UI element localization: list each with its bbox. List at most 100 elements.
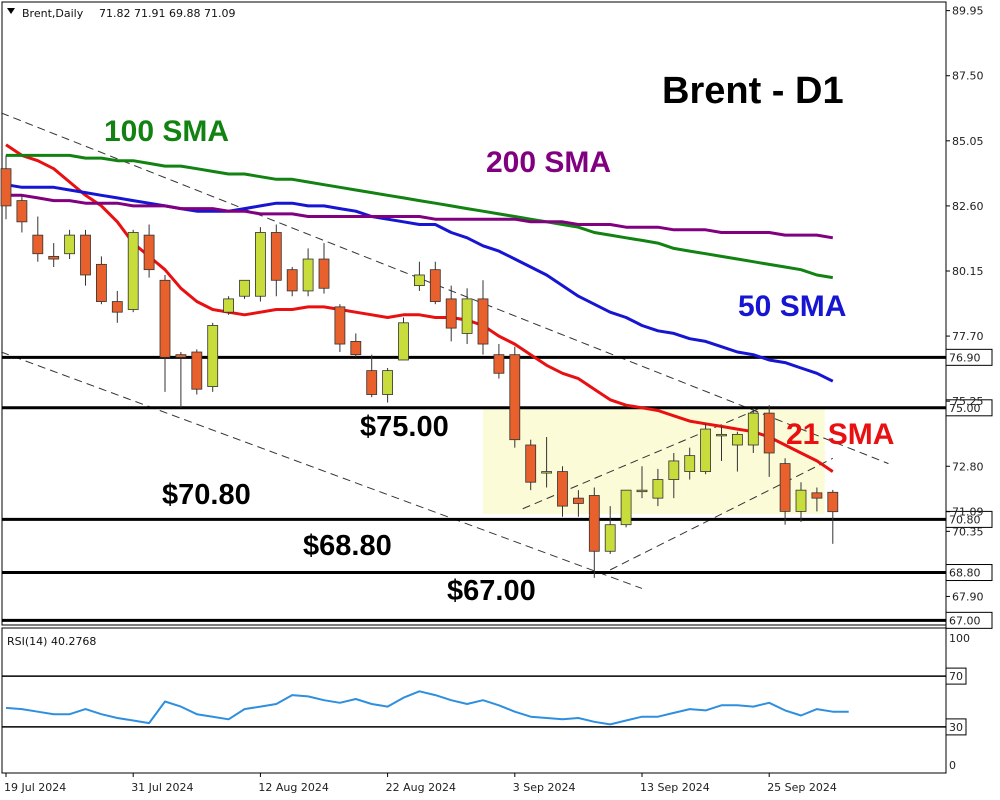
price-tick-label: 77.70: [952, 330, 984, 343]
candle-body: [159, 279, 171, 358]
candle-body: [334, 306, 346, 345]
candle-body: [573, 497, 584, 504]
price-tick-label: 87.50: [952, 70, 984, 83]
date-tick-label: 13 Sep 2024: [640, 781, 710, 794]
candle-body: [429, 269, 441, 302]
ohlc-readout: 71.82 71.91 69.88 71.09: [99, 7, 235, 20]
level-price-label: 67.00: [949, 614, 981, 627]
sma-line: [5, 183, 834, 383]
trend-line: [609, 457, 834, 571]
level-price-tag: [945, 564, 993, 582]
candle-body: [684, 455, 696, 472]
rsi-tick-label: 0: [949, 759, 956, 772]
candle-body: [0, 168, 12, 207]
candle-body: [302, 258, 314, 292]
price-tick-label: 85.05: [952, 135, 984, 148]
candle-body: [350, 340, 362, 356]
rsi-level-tag: [945, 718, 967, 736]
candle-body: [795, 489, 807, 512]
level-price-tag: [945, 510, 993, 528]
trend-line: [1, 112, 889, 465]
candle-body: [445, 298, 457, 329]
candle-body: [16, 200, 28, 223]
candle-body: [652, 479, 664, 499]
candle-body: [700, 428, 711, 472]
candle-body: [588, 495, 600, 552]
candle-body: [127, 232, 139, 310]
symbol-label: Brent,Daily: [22, 7, 84, 20]
level-price-label: 76.90: [949, 351, 981, 364]
candle-body: [270, 232, 282, 281]
candle-body: [747, 412, 759, 446]
candle-body: [143, 234, 155, 271]
level-price-label: 68.80: [949, 567, 981, 580]
price-tick-label: 67.90: [952, 590, 984, 603]
price-tick-label: 71.09: [952, 506, 984, 519]
rsi-level-tag: [945, 667, 967, 685]
candle-body: [223, 298, 235, 313]
candle-body: [636, 489, 648, 493]
candle-body: [620, 489, 632, 526]
sma21-label: 21 SMA: [786, 418, 894, 451]
level-price-tag: [945, 611, 993, 629]
date-tick-label: 31 Jul 2024: [131, 781, 193, 794]
candle-body: [318, 258, 330, 289]
price-tick-label: 75.25: [952, 395, 984, 408]
candle-body: [366, 370, 378, 395]
candle-body: [604, 524, 616, 552]
chart-title: Brent - D1: [662, 70, 844, 112]
price-tick-label: 89.95: [952, 5, 984, 18]
candle-body: [716, 433, 727, 437]
date-tick-label: 12 Aug 2024: [258, 781, 328, 794]
candle-body: [207, 325, 219, 387]
candle-body: [763, 412, 775, 454]
candle-body: [811, 492, 823, 499]
level-price-label: 70.80: [949, 513, 981, 526]
price-tick-label: 72.80: [952, 460, 984, 473]
candle-body: [111, 301, 123, 313]
candle-body: [779, 463, 791, 512]
candle-body: [525, 444, 537, 483]
candle-body: [286, 269, 298, 292]
candle-body: [254, 232, 266, 297]
candle-body: [32, 234, 44, 255]
rsi-tick-label: 30: [949, 721, 963, 734]
level-price-tag: [945, 399, 993, 417]
level-price-tag: [945, 348, 993, 366]
sma200-label: 200 SMA: [486, 146, 611, 179]
main-pane: [1, 1, 947, 626]
candle-body: [48, 255, 60, 260]
candle-body: [191, 351, 203, 390]
sma50-label: 50 SMA: [738, 290, 846, 323]
candle-body: [493, 354, 505, 374]
rsi-title: RSI(14) 40.2768: [7, 635, 96, 648]
candle-body: [413, 274, 425, 287]
date-tick-label: 22 Aug 2024: [386, 781, 456, 794]
rsi-line: [5, 690, 849, 726]
candle-body: [477, 298, 489, 345]
annotation-75: $75.00: [360, 411, 449, 443]
candle-body: [668, 460, 680, 480]
candle-body: [382, 370, 394, 395]
sma100-label: 100 SMA: [104, 115, 229, 148]
annotation-70-80: $70.80: [162, 479, 251, 511]
candle-body: [827, 491, 839, 513]
trend-line: [1, 351, 643, 589]
sma-line: [6, 193, 834, 240]
candle-body: [175, 354, 187, 358]
dropdown-triangle-icon[interactable]: [7, 8, 15, 14]
rsi-pane: [1, 627, 947, 774]
annotation-68-80: $68.80: [303, 530, 392, 562]
date-tick-label: 19 Jul 2024: [4, 781, 66, 794]
rsi-tick-label: 70: [949, 670, 963, 683]
candle-body: [398, 322, 409, 361]
annotation-67: $67.00: [447, 575, 536, 607]
candle-body: [509, 354, 521, 441]
date-tick-label: 3 Sep 2024: [513, 781, 576, 794]
candle-body: [541, 471, 552, 474]
date-tick-label: 25 Sep 2024: [767, 781, 837, 794]
candle-body: [64, 234, 75, 255]
sma-line: [6, 153, 834, 280]
candle-body: [80, 234, 91, 276]
